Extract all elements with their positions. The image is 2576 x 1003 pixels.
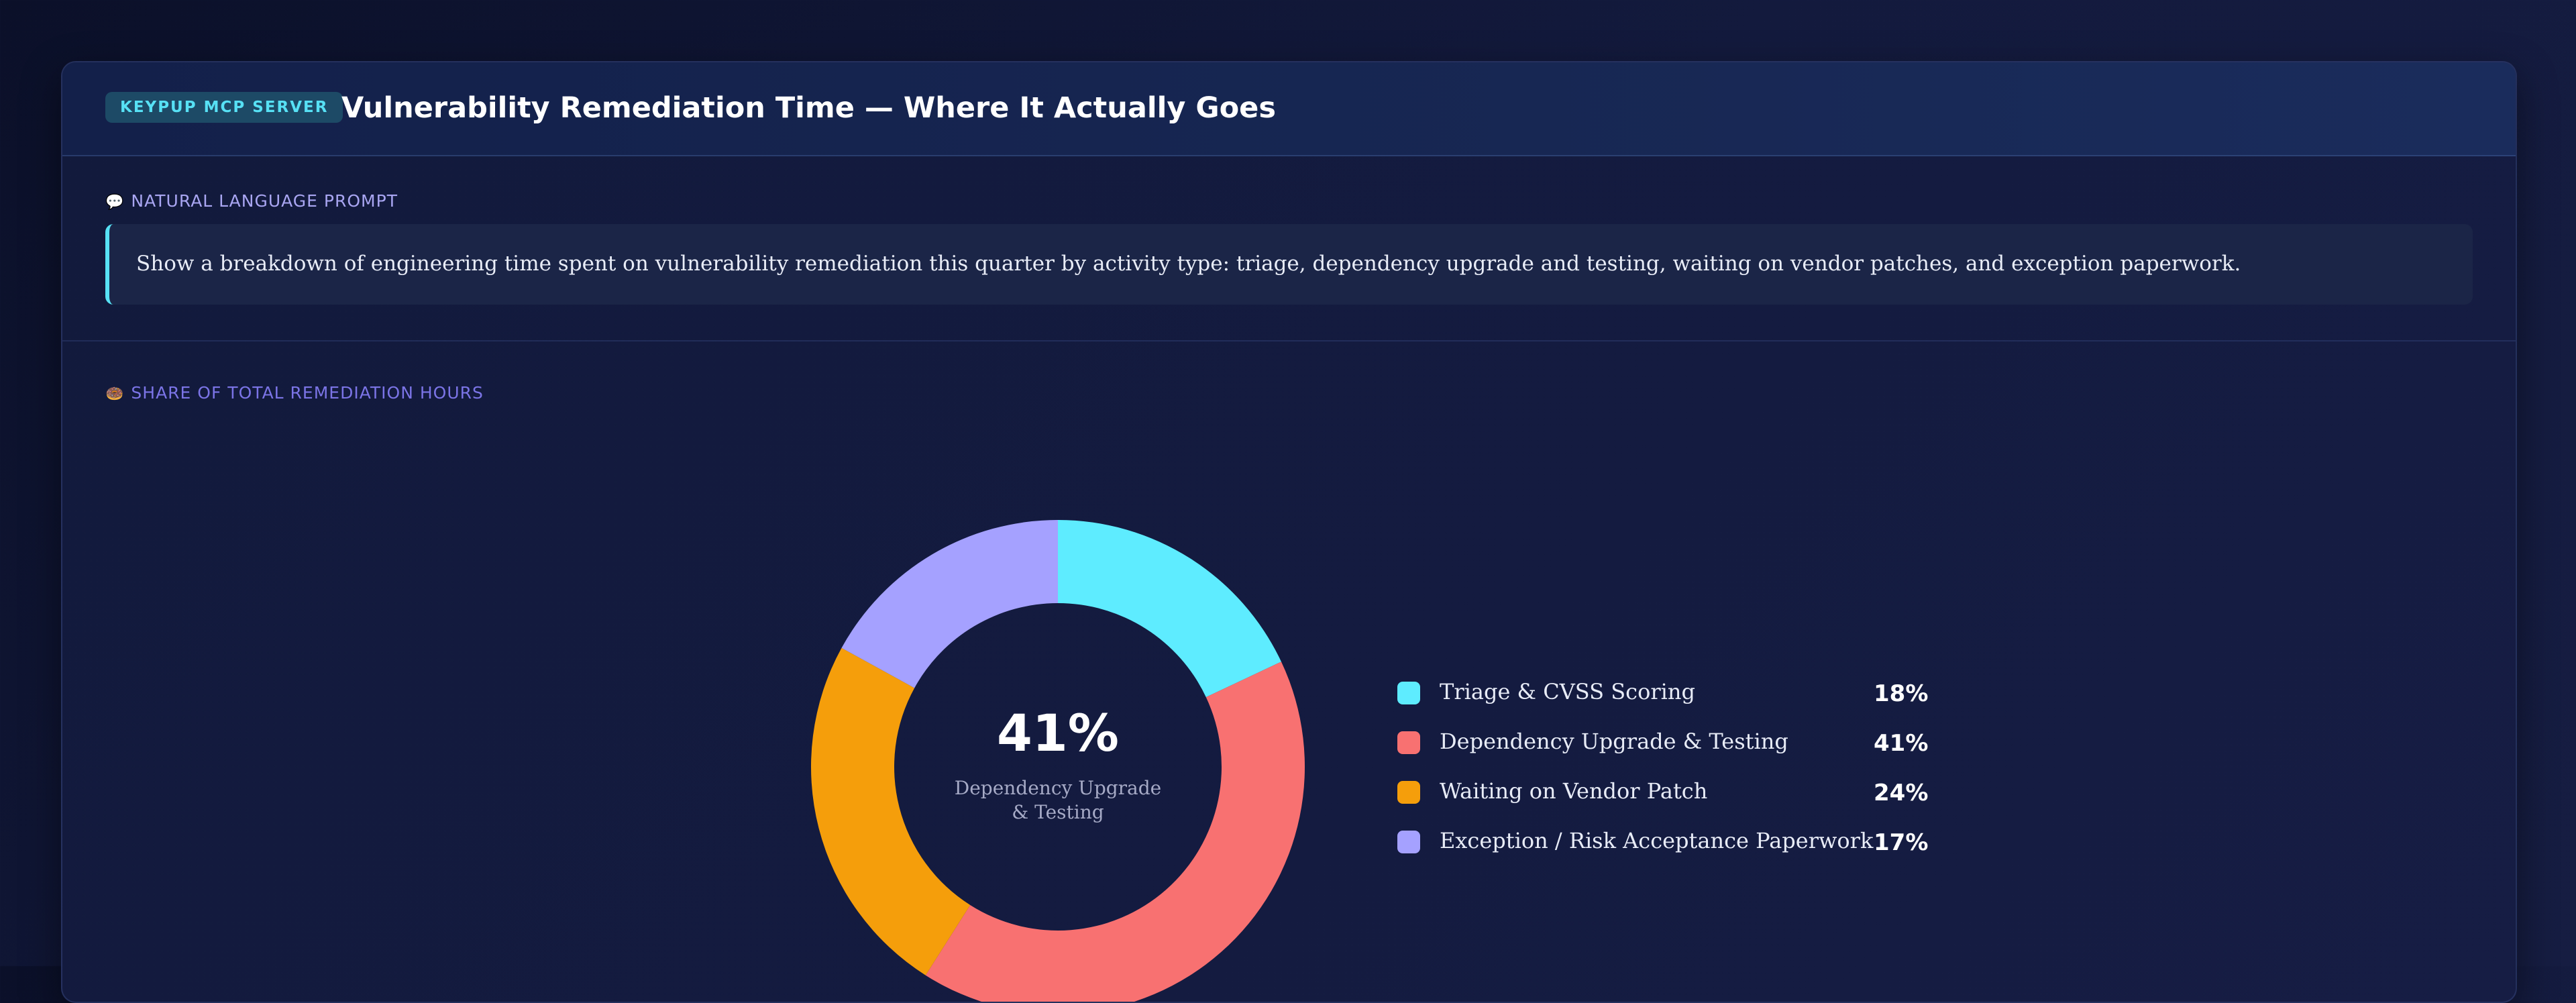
legend-value: 41% bbox=[1874, 730, 1929, 757]
donut-icon: 🍩 bbox=[105, 386, 125, 403]
legend-value: 24% bbox=[1874, 780, 1929, 806]
donut-slice-2 bbox=[925, 662, 1305, 1002]
legend-swatch bbox=[1397, 731, 1420, 754]
chart-legend: Triage & CVSS Scoring 18% Dependency Upgra… bbox=[1397, 677, 1947, 876]
legend-value: 18% bbox=[1874, 680, 1929, 707]
legend-label: Exception / Risk Acceptance Paperwork bbox=[1440, 828, 1874, 853]
chart-section-label: 🍩 SHARE OF TOTAL REMEDIATION HOURS bbox=[105, 382, 484, 406]
donut-slice-4 bbox=[841, 520, 1058, 688]
legend-swatch bbox=[1397, 781, 1420, 804]
chart-label-text: SHARE OF TOTAL REMEDIATION HOURS bbox=[131, 383, 484, 403]
legend-item: Exception / Risk Acceptance Paperwork 17% bbox=[1397, 826, 1947, 876]
legend-value: 17% bbox=[1874, 829, 1929, 856]
prompt-label-text: NATURAL LANGUAGE PROMPT bbox=[131, 191, 398, 211]
legend-label: Dependency Upgrade & Testing bbox=[1440, 729, 1788, 754]
legend-swatch bbox=[1397, 831, 1420, 853]
speech-bubble-icon: 💬 bbox=[105, 194, 125, 211]
legend-label: Triage & CVSS Scoring bbox=[1440, 679, 1695, 704]
legend-label: Waiting on Vendor Patch bbox=[1440, 778, 1708, 804]
section-divider bbox=[62, 340, 2516, 341]
donut-slice-3 bbox=[811, 647, 971, 975]
donut-center-label: Dependency Upgrade & Testing bbox=[954, 777, 1162, 823]
prompt-text: Show a breakdown of engineering time spe… bbox=[136, 252, 2241, 276]
donut-slice-1 bbox=[1058, 520, 1281, 698]
legend-item: Dependency Upgrade & Testing 41% bbox=[1397, 727, 1947, 776]
legend-item: Triage & CVSS Scoring 18% bbox=[1397, 677, 1947, 727]
legend-swatch bbox=[1397, 682, 1420, 704]
dashboard-card: KEYPUP MCP SERVER Vulnerability Remediat… bbox=[61, 61, 2517, 1003]
donut-center-value: 41% bbox=[997, 703, 1119, 763]
page-title: Vulnerability Remediation Time — Where I… bbox=[341, 91, 1276, 125]
card-header: KEYPUP MCP SERVER Vulnerability Remediat… bbox=[62, 62, 2516, 156]
prompt-section-label: 💬 NATURAL LANGUAGE PROMPT bbox=[105, 190, 398, 214]
donut-chart bbox=[811, 520, 1305, 1002]
legend-item: Waiting on Vendor Patch 24% bbox=[1397, 776, 1947, 826]
server-badge: KEYPUP MCP SERVER bbox=[105, 92, 343, 123]
prompt-box: Show a breakdown of engineering time spe… bbox=[105, 224, 2473, 305]
